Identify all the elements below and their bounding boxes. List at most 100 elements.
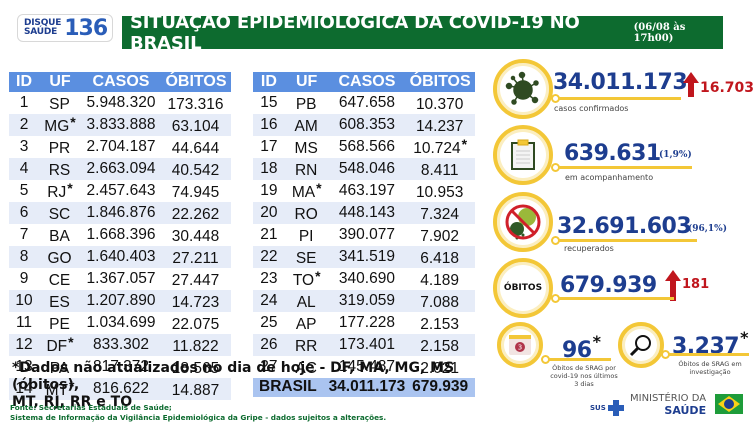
- cell-uf: TO*: [285, 268, 329, 290]
- asterisk: *: [70, 114, 76, 130]
- cell-id: 6: [9, 202, 39, 224]
- cell-casos-text: 548.046: [338, 160, 395, 177]
- srag-investigation-label: Óbitos de SRAG em investigação: [670, 360, 750, 376]
- cell-casos-text: 1.034.699: [86, 314, 156, 331]
- cell-casos: 341.519: [328, 246, 406, 268]
- table-row: 24 AL 319.059 7.088: [253, 290, 475, 312]
- cell-casos-text: 1.207.890: [86, 292, 156, 309]
- recovered-pct: (96,1%): [688, 224, 727, 234]
- cell-uf: SP: [39, 92, 81, 114]
- cell-uf-text: RJ: [47, 184, 67, 201]
- cell-obitos: 173.316: [161, 92, 231, 114]
- cell-uf-text: RS: [48, 162, 71, 179]
- cell-casos-text: 448.143: [338, 204, 395, 221]
- cell-casos: 448.143: [328, 202, 406, 224]
- cell-obitos: 10.370: [405, 92, 475, 114]
- calendar-icon: 3: [509, 335, 531, 355]
- cell-casos: 145.487: [329, 356, 406, 378]
- cell-uf: RN: [284, 158, 329, 180]
- cell-obitos-text: 30.448: [171, 228, 220, 245]
- label-line: investigação: [689, 368, 731, 376]
- cell-obitos-text: 10.724: [413, 140, 461, 157]
- ministerio-line2: SAÚDE: [664, 404, 707, 417]
- footnote: *Dados não atualizados no dia de hoje - …: [12, 360, 502, 411]
- cell-uf: MT*: [39, 378, 81, 400]
- cell-uf: ES: [39, 290, 81, 312]
- cell-obitos: 2.153: [405, 312, 475, 334]
- cell-id: 4: [9, 158, 39, 180]
- cell-obitos-text: 40.542: [171, 162, 220, 179]
- cell-uf-text: RO: [294, 206, 318, 223]
- cell-id: 5: [9, 180, 39, 202]
- table-row: 26 RR 173.401 2.158: [253, 334, 475, 356]
- cell-uf: RS: [39, 158, 81, 180]
- cell-obitos-text: 14.887: [171, 382, 220, 399]
- cell-uf: AL: [284, 290, 329, 312]
- col-id: ID: [253, 72, 285, 92]
- states-table-right: ID UF CASOS ÓBITOS 15 PB 647.658 10.370 16 AM…: [253, 72, 475, 397]
- cell-id-text: 27: [260, 358, 278, 375]
- cell-id: 22: [253, 246, 285, 268]
- cell-obitos: 27.211: [161, 246, 231, 268]
- cell-obitos: 6.418: [405, 246, 475, 268]
- cell-uf-text: AC: [295, 360, 317, 377]
- cell-obitos-text: 4.189: [420, 272, 460, 289]
- cell-id-text: 12: [15, 336, 33, 353]
- deaths-badge: ÓBITOS: [503, 283, 543, 293]
- cell-casos-text: 568.566: [338, 138, 395, 155]
- table-row: 5 RJ* 2.457.643 74.945: [9, 180, 231, 202]
- cell-casos-text: 1.367.057: [86, 270, 156, 287]
- cell-uf: DF*: [39, 334, 81, 356]
- table-row: 12 DF* 833.302 11.822: [9, 334, 231, 356]
- cell-obitos-text: 22.262: [171, 206, 220, 223]
- cell-obitos: 40.542: [161, 158, 231, 180]
- cell-obitos-text: 22.075: [171, 316, 220, 333]
- cell-obitos: 7.902: [405, 224, 475, 246]
- cell-casos: 2.457.643: [81, 180, 161, 202]
- logo-words: DISQUE SAÚDE: [24, 19, 61, 37]
- cell-id-text: 16: [260, 116, 278, 133]
- cell-id: 10: [9, 290, 39, 312]
- cell-id: 18: [253, 158, 285, 180]
- asterisk: *: [461, 136, 468, 152]
- cell-casos: 2.704.187: [81, 136, 161, 158]
- label-line: covid-19 nos últimos: [550, 372, 618, 380]
- cell-uf-text: PA: [49, 360, 70, 377]
- cell-obitos-text: 63.104: [171, 118, 220, 135]
- cell-uf-text: AP: [295, 316, 317, 333]
- cell-id-text: 21: [260, 226, 278, 243]
- disque-saude-136-logo: DISQUE SAÚDE 136: [17, 14, 113, 42]
- confirmed-cases-value: 34.011.173: [553, 70, 688, 95]
- cell-uf-text: MA: [291, 184, 316, 201]
- cell-casos: 1.034.699: [81, 312, 161, 334]
- underline: [559, 166, 692, 169]
- col-uf: UF: [284, 72, 329, 92]
- page-title: SITUAÇÃO EPIDEMIOLÓGICA DA COVID-19 NO B…: [130, 11, 580, 54]
- cell-id: 15: [253, 92, 285, 114]
- cell-uf: MG*: [39, 114, 81, 136]
- cell-id-text: 1: [19, 94, 29, 111]
- title-banner: SITUAÇÃO EPIDEMIOLÓGICA DA COVID-19 NO B…: [122, 12, 723, 54]
- cell-id: 7: [9, 224, 39, 246]
- deaths-value: 679.939: [560, 273, 657, 298]
- asterisk: *: [67, 180, 73, 196]
- cell-casos: 816.622: [81, 378, 161, 400]
- confirmed-label: casos confirmados: [554, 104, 629, 113]
- cell-id-text: 24: [260, 292, 278, 309]
- cell-id: 27: [253, 356, 285, 378]
- cell-id-text: 6: [19, 204, 29, 221]
- cell-casos-text: 2.704.187: [86, 138, 156, 155]
- cell-id-text: 2: [19, 116, 29, 133]
- table-row: 25 AP 177.228 2.153: [253, 312, 475, 334]
- cell-uf: SE: [284, 246, 329, 268]
- source-line1: Fonte: Secretarias Estaduais de Saúde;: [10, 403, 172, 412]
- total-label: BRASIL: [253, 378, 329, 397]
- cell-casos: 463.197: [329, 180, 406, 202]
- cell-obitos-text: 10.370: [415, 96, 464, 113]
- asterisk: *: [68, 378, 75, 394]
- cell-casos-text: 340.690: [338, 270, 395, 287]
- cell-id: 23: [253, 268, 285, 290]
- cell-obitos-text: 14.723: [171, 294, 220, 311]
- cell-uf-text: AL: [296, 294, 316, 311]
- cell-casos-text: 319.059: [338, 292, 395, 309]
